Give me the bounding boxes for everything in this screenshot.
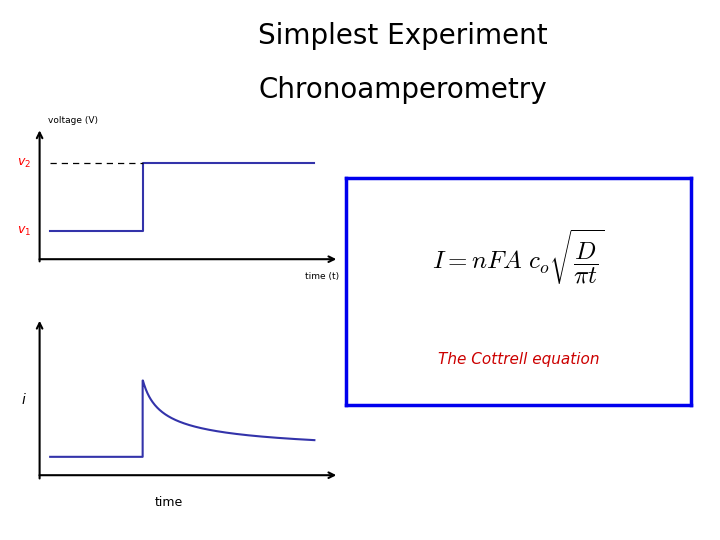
Text: Simplest Experiment: Simplest Experiment — [258, 22, 548, 50]
Text: i: i — [22, 393, 25, 407]
Text: Chronoamperometry: Chronoamperometry — [259, 76, 547, 104]
Text: The Cottrell equation: The Cottrell equation — [438, 352, 599, 367]
Text: $v_1$: $v_1$ — [17, 225, 31, 238]
Text: voltage (V): voltage (V) — [48, 116, 98, 125]
Text: time: time — [155, 496, 184, 509]
Text: $I = nFA\ c_o\sqrt{\dfrac{D}{\pi t}}$: $I = nFA\ c_o\sqrt{\dfrac{D}{\pi t}}$ — [432, 228, 605, 287]
Text: $v_2$: $v_2$ — [17, 157, 31, 170]
Text: time (t): time (t) — [305, 272, 339, 281]
